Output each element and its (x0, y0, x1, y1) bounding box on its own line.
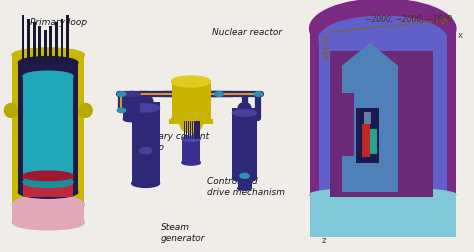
Bar (27, 19, 30, 63)
Ellipse shape (182, 161, 201, 166)
Ellipse shape (18, 186, 78, 198)
Ellipse shape (238, 103, 251, 114)
Ellipse shape (172, 77, 210, 88)
Bar (22, 16, 24, 63)
Bar (38, 27, 41, 63)
Bar (66, 16, 69, 63)
Ellipse shape (23, 171, 73, 181)
Bar (182, 139, 201, 163)
Text: −2000, −2000, −1600: −2000, −2000, −1600 (365, 15, 452, 24)
Ellipse shape (139, 148, 152, 154)
Bar (333, 93, 354, 156)
Bar (186, 122, 187, 139)
Ellipse shape (12, 195, 84, 215)
Bar (55, 23, 58, 63)
Bar (237, 179, 252, 189)
Bar (310, 29, 456, 238)
Bar (194, 122, 196, 139)
Ellipse shape (23, 72, 73, 82)
Bar (23, 176, 73, 197)
Ellipse shape (132, 180, 160, 188)
Bar (23, 77, 73, 182)
Ellipse shape (12, 49, 84, 63)
Ellipse shape (123, 92, 140, 97)
Ellipse shape (12, 49, 84, 63)
Bar (356, 108, 379, 164)
Ellipse shape (138, 96, 153, 108)
Text: Primary loop: Primary loop (30, 17, 87, 26)
Bar (232, 108, 257, 113)
Ellipse shape (232, 175, 256, 182)
Text: Nuclear reactor: Nuclear reactor (212, 27, 282, 37)
Bar (44, 31, 46, 63)
Bar (362, 125, 370, 157)
Bar (33, 23, 36, 63)
Bar (132, 108, 160, 184)
Bar (232, 113, 256, 179)
Ellipse shape (237, 187, 252, 191)
Bar (342, 67, 398, 193)
Text: z: z (321, 236, 326, 244)
Bar (370, 130, 377, 155)
Ellipse shape (123, 117, 140, 122)
Bar (198, 122, 200, 139)
Bar (192, 122, 193, 139)
Bar (188, 122, 189, 139)
Bar (172, 82, 210, 120)
Ellipse shape (319, 17, 447, 62)
Bar (12, 56, 84, 205)
Circle shape (215, 92, 223, 97)
Ellipse shape (18, 57, 78, 69)
Text: Control rod
drive mechanism: Control rod drive mechanism (208, 176, 285, 196)
Bar (319, 40, 447, 233)
Ellipse shape (232, 110, 256, 117)
Ellipse shape (79, 104, 92, 118)
Bar (131, 102, 160, 108)
Ellipse shape (182, 137, 201, 142)
Bar (190, 122, 191, 139)
Bar (123, 95, 140, 120)
Bar (409, 106, 429, 156)
Polygon shape (342, 45, 398, 67)
Text: Steam
generator: Steam generator (161, 223, 205, 242)
Text: x: x (458, 31, 463, 40)
Circle shape (117, 92, 126, 97)
Bar (364, 112, 371, 125)
Ellipse shape (172, 114, 210, 125)
Ellipse shape (180, 116, 202, 134)
Circle shape (117, 109, 126, 113)
Bar (330, 52, 433, 197)
Bar (196, 122, 198, 139)
Circle shape (254, 92, 263, 97)
Ellipse shape (23, 177, 73, 188)
Bar (169, 119, 213, 125)
Bar (184, 122, 185, 139)
Bar (61, 19, 64, 63)
Circle shape (240, 174, 249, 179)
Bar (49, 27, 52, 63)
Bar (12, 202, 84, 223)
Ellipse shape (132, 104, 160, 112)
Bar (310, 195, 456, 238)
Text: Primary coolant
pump: Primary coolant pump (138, 131, 209, 151)
Ellipse shape (12, 215, 84, 230)
Ellipse shape (310, 188, 456, 202)
Bar (18, 63, 78, 193)
Ellipse shape (4, 104, 18, 118)
Ellipse shape (310, 0, 456, 59)
